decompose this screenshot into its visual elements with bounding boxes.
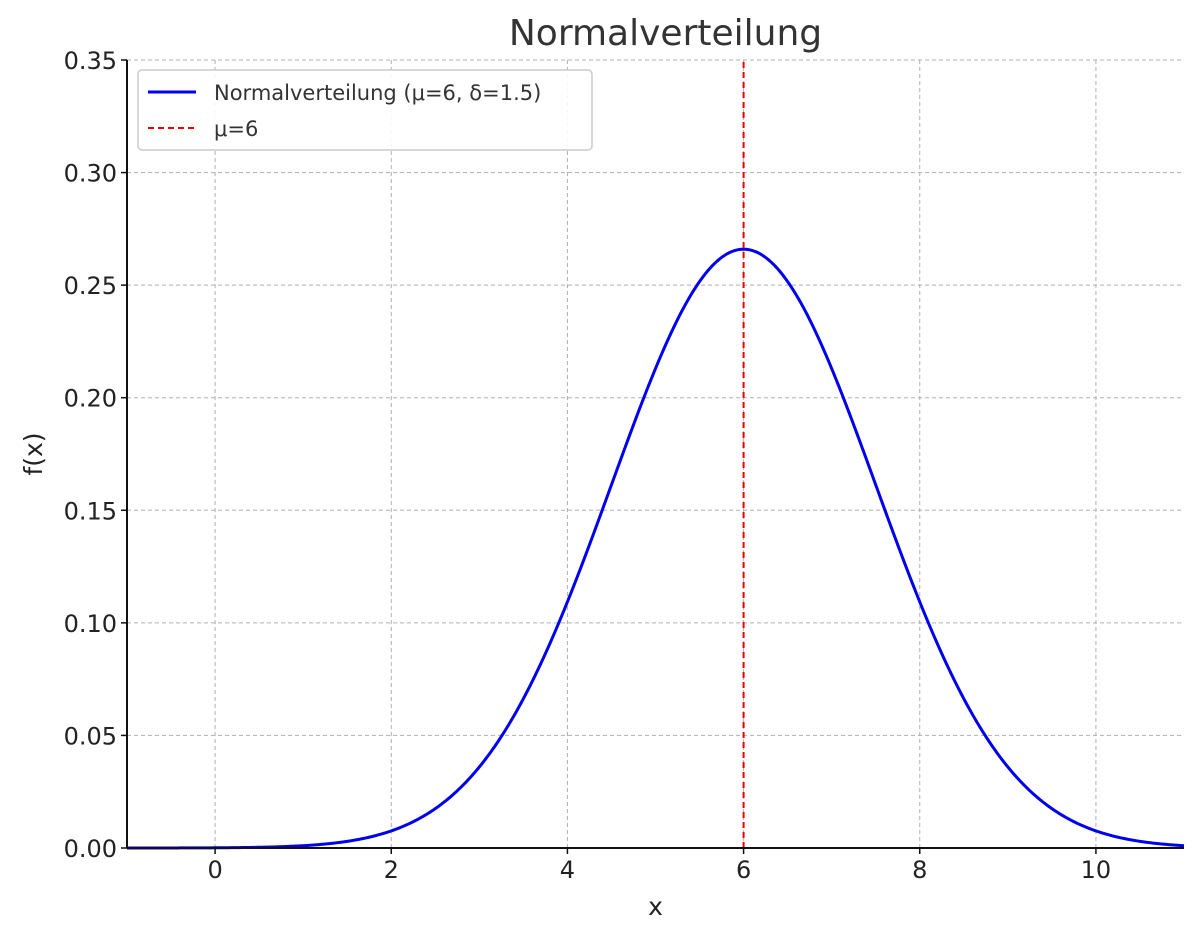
- y-tick-label: 0.15: [64, 497, 117, 525]
- plot-area: [127, 60, 1185, 850]
- legend: Normalverteilung (μ=6, δ=1.5) μ=6: [137, 69, 593, 151]
- x-tick-label: 8: [912, 856, 927, 884]
- x-tick-label: 10: [1081, 856, 1112, 884]
- y-tick-label: 0.00: [64, 835, 117, 863]
- tick-labels: 0 2 4 6 8 10 0.00 0.05 0.10 0.15 0.20 0.25 0.30 0.35: [64, 47, 1112, 884]
- chart-title: Normalverteilung: [509, 13, 822, 54]
- x-tick-label: 6: [736, 856, 751, 884]
- x-tick-label: 2: [384, 856, 399, 884]
- y-tick-label: 0.35: [64, 47, 117, 75]
- x-axis-label: x: [648, 892, 663, 921]
- x-tick-label: 4: [560, 856, 575, 884]
- legend-label: Normalverteilung (μ=6, δ=1.5): [214, 81, 541, 105]
- y-tick-label: 0.25: [64, 272, 117, 300]
- legend-box: [137, 69, 593, 151]
- y-tick-label: 0.10: [64, 610, 117, 638]
- y-tick-label: 0.30: [64, 160, 117, 188]
- legend-label: μ=6: [214, 117, 258, 141]
- y-tick-label: 0.05: [64, 722, 117, 750]
- y-tick-label: 0.20: [64, 385, 117, 413]
- axes: [126, 60, 1184, 849]
- normal-curve-line: [127, 247, 1185, 850]
- y-axis-label: f(x): [19, 432, 48, 475]
- x-tick-label: 0: [207, 856, 222, 884]
- grid: [127, 59, 1184, 849]
